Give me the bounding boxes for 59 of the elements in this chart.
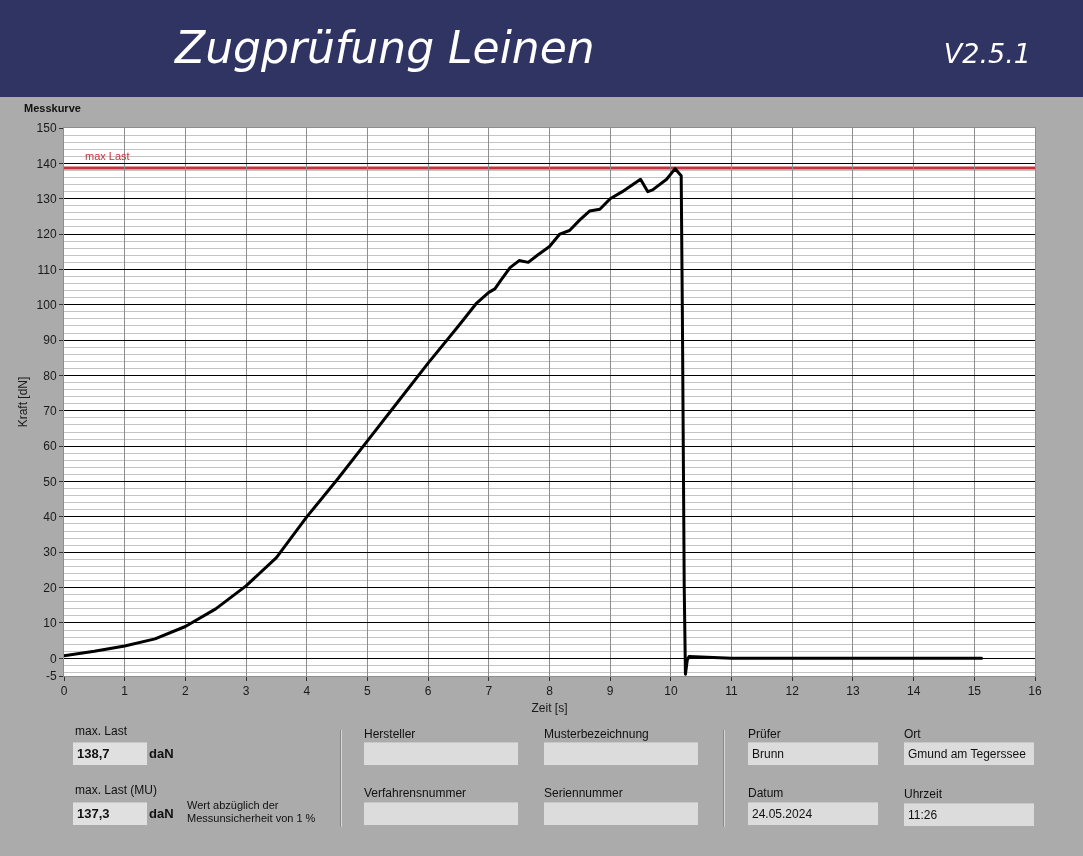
x-axis-title: Zeit [s]: [531, 701, 568, 716]
text: max. Last (MU): [75, 783, 158, 797]
x-tick-label: 9: [606, 684, 614, 699]
y-tick-label: 10: [43, 616, 57, 631]
y-tick-label: 140: [36, 156, 57, 171]
y-tick-label: 70: [43, 404, 57, 419]
text: max. Last: [75, 724, 128, 738]
text-field: 11:26: [904, 803, 1034, 826]
text: Hersteller: [364, 727, 416, 741]
x-tick-label: 15: [967, 684, 982, 699]
y-tick-label: 50: [43, 474, 57, 489]
header-banner: Zugprüfung Leinen V2.5.1: [0, 0, 1083, 97]
x-tick-label: 7: [485, 684, 493, 699]
y-tick-label: 0: [49, 651, 57, 666]
text: Datum: [748, 786, 784, 800]
text-field: Gmund am Tegerssee: [904, 742, 1034, 765]
text: Uhrzeit: [904, 787, 943, 801]
text: daN: [149, 746, 174, 762]
y-tick-label: 110: [37, 262, 57, 277]
y-axis-title: Kraft [dN]: [15, 376, 30, 428]
text: Musterbezeichnung: [544, 727, 649, 741]
y-tick-label: 130: [36, 191, 57, 206]
x-tick-label: 2: [182, 684, 190, 699]
text: Ort: [904, 727, 921, 741]
text-field: 137,3: [73, 802, 147, 825]
text: Seriennummer: [544, 786, 623, 800]
x-tick-label: 5: [364, 684, 372, 699]
x-tick-label: 14: [906, 684, 921, 699]
x-tick-label: 12: [785, 684, 800, 699]
text-field: 138,7: [73, 742, 147, 765]
x-tick-label: 13: [846, 684, 860, 699]
x-tick-label: 0: [60, 684, 68, 699]
text-field: Brunn: [748, 742, 878, 765]
y-tick-label: 120: [36, 227, 57, 242]
text: Verfahrensnummer: [364, 786, 467, 800]
x-tick-label: 11: [725, 684, 739, 699]
y-tick-label: 150: [36, 121, 57, 136]
chart-subtitle: Messkurve: [24, 102, 81, 114]
chart-title: Zugprüfung Leinen: [175, 22, 595, 74]
x-tick-label: 4: [303, 684, 311, 699]
y-tick-label: 90: [43, 333, 57, 348]
x-tick-label: 8: [546, 684, 554, 699]
y-tick-label: 80: [43, 368, 57, 383]
x-tick-label: 6: [424, 684, 432, 699]
text-field: 24.05.2024: [748, 802, 878, 825]
x-tick-label: 1: [121, 684, 129, 699]
ref-line-label: max Last: [85, 150, 130, 162]
y-tick-label: 30: [43, 545, 57, 560]
y-tick-label: 40: [43, 510, 57, 525]
x-tick-label: 10: [664, 684, 678, 699]
y-tick-label: 60: [43, 439, 57, 454]
text: Prüfer: [748, 727, 781, 741]
y-tick-label: 100: [36, 297, 57, 312]
x-tick-label: 16: [1028, 684, 1042, 699]
text: Wert abzüglich der Messunsicherheit von 1 %: [187, 799, 317, 825]
x-tick-label: 3: [242, 684, 250, 699]
text: daN: [149, 806, 174, 822]
y-tick-label: -5: [45, 669, 57, 684]
y-tick-label: 20: [43, 580, 57, 595]
